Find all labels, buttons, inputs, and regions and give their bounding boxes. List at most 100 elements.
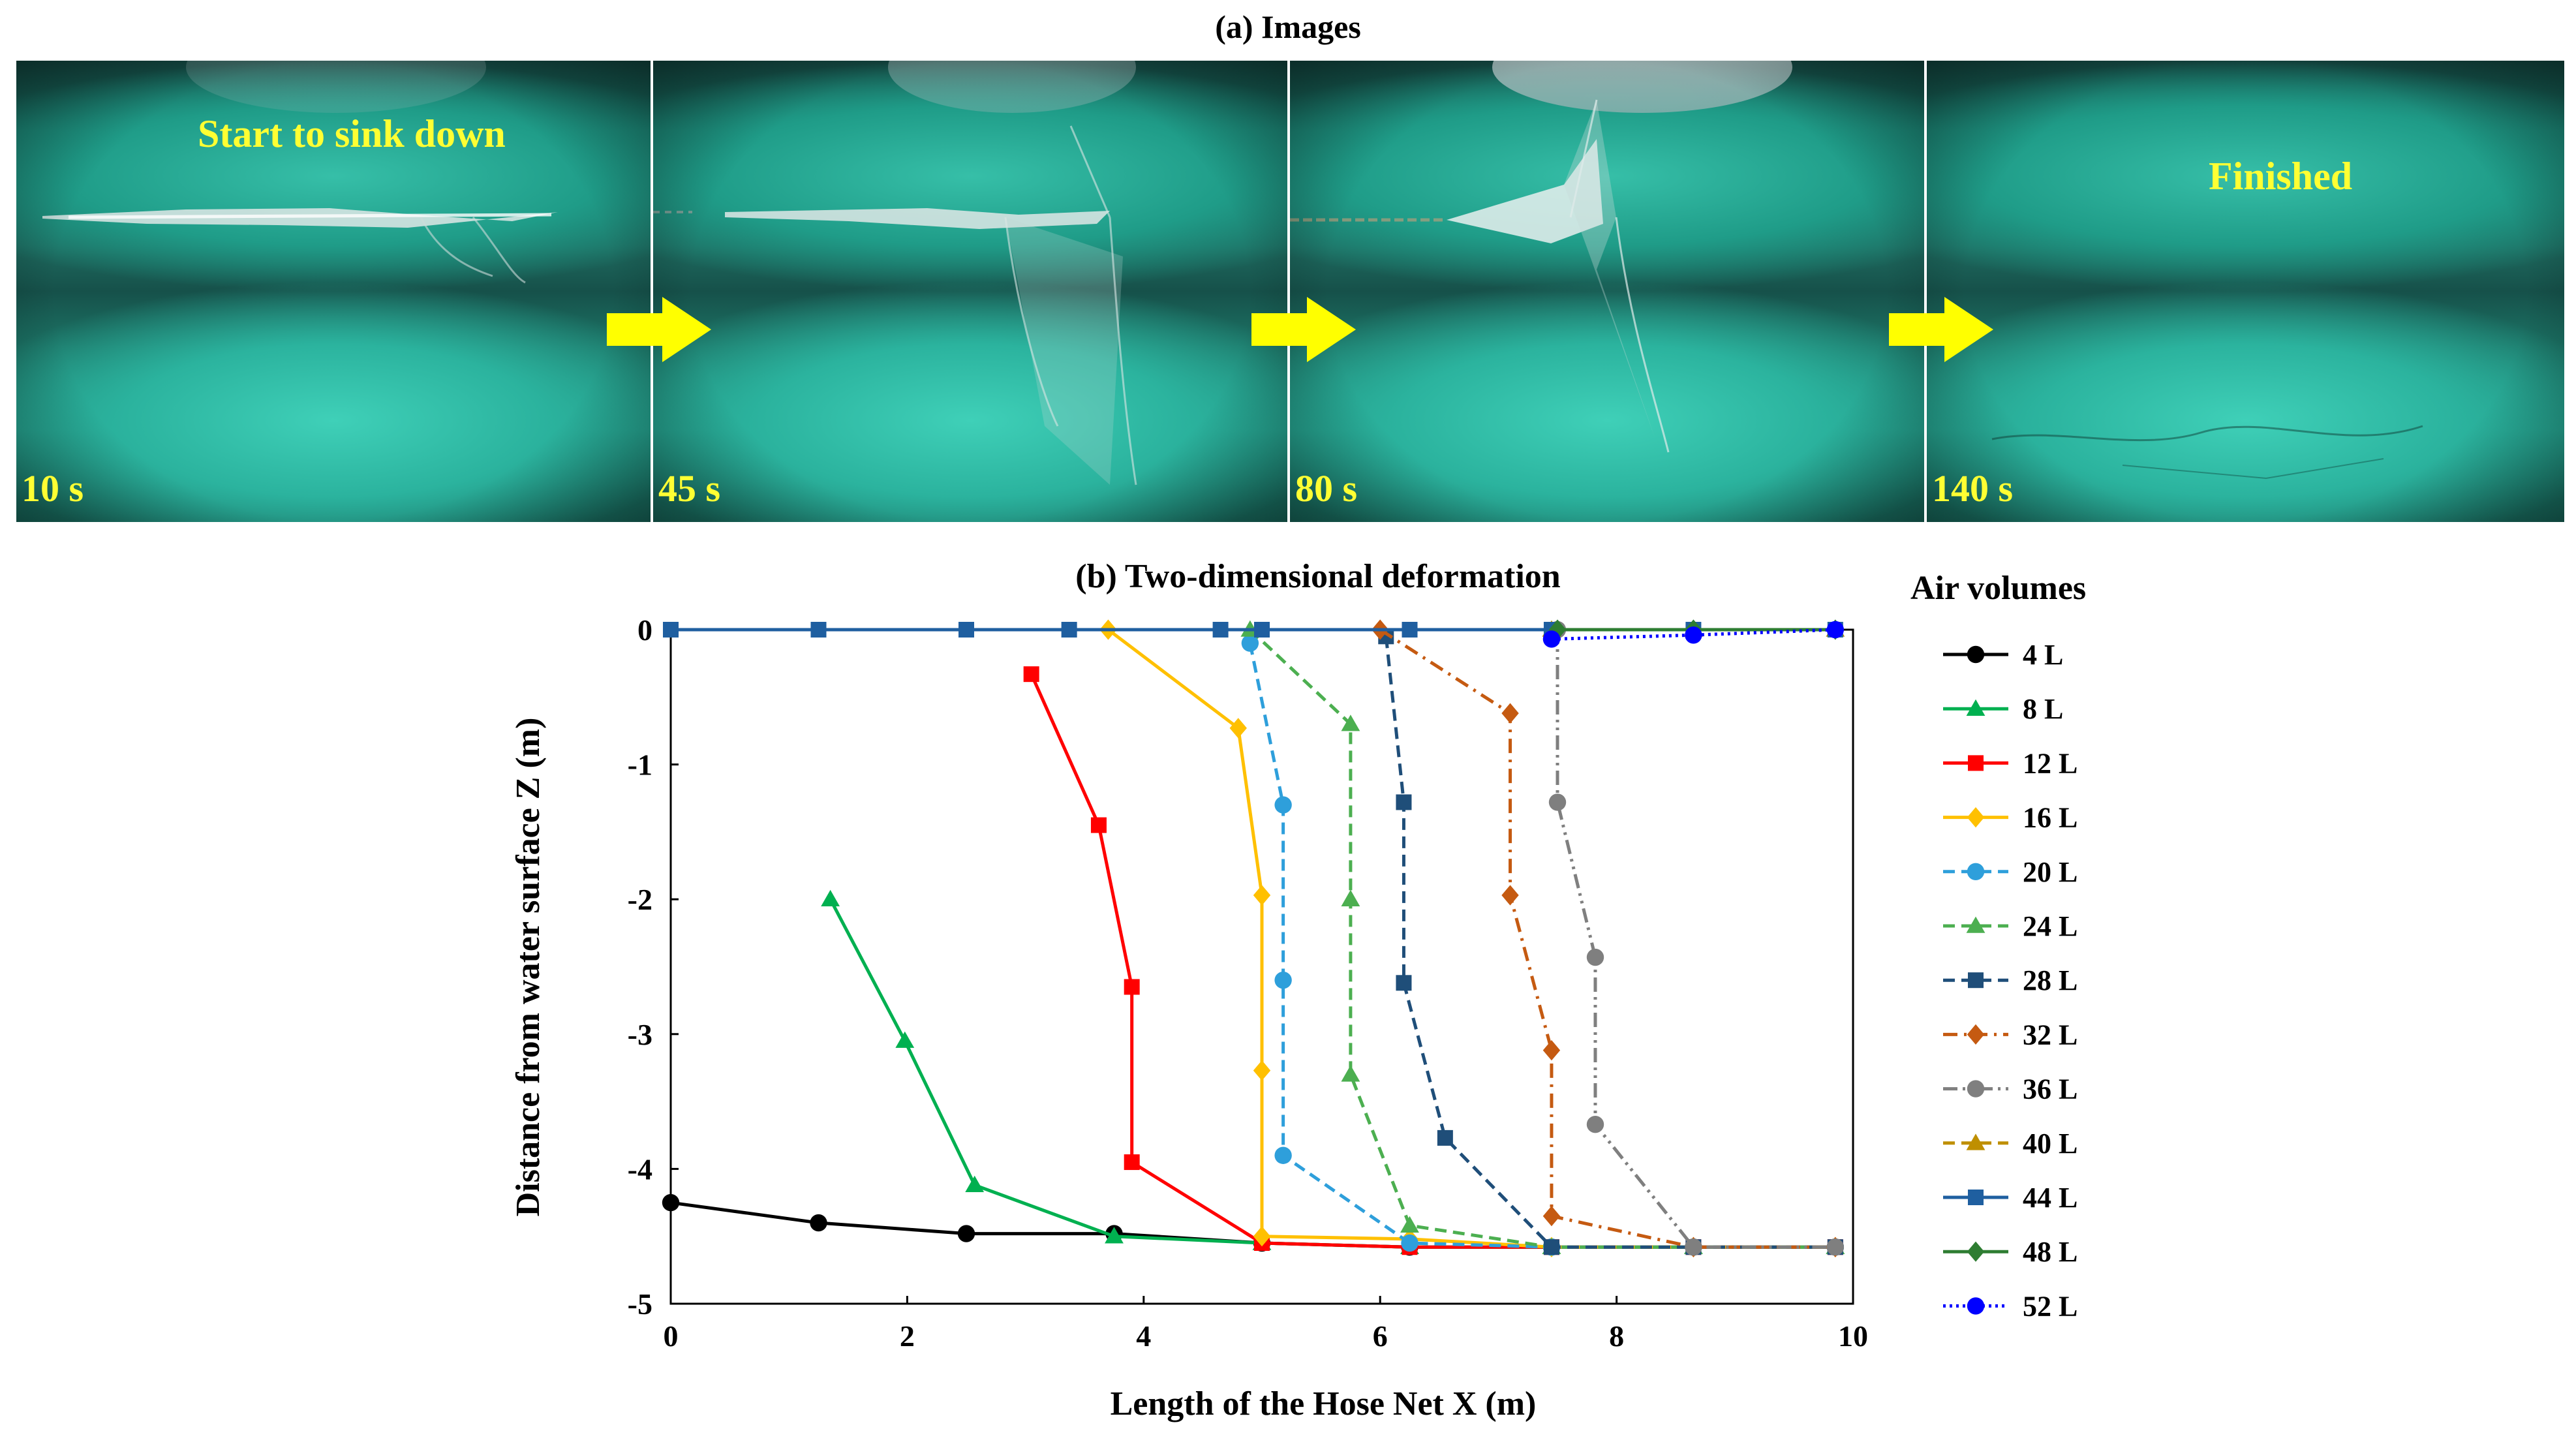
data-point	[1090, 817, 1107, 833]
legend-marker	[1966, 916, 1986, 933]
photo-frame-140s: Finished 140 s	[1927, 61, 2564, 522]
legend-label: 4 L	[2023, 639, 2063, 671]
series-8l	[821, 889, 1845, 1255]
legend-entry: 16 L	[1943, 802, 2078, 834]
legend-marker	[1966, 699, 1986, 716]
data-point	[1586, 1116, 1604, 1133]
data-point	[1274, 1146, 1292, 1164]
series-line	[1379, 628, 1835, 1249]
frame-time-label: 10 s	[22, 467, 84, 510]
data-point	[1105, 1227, 1124, 1244]
next-arrow-icon	[1889, 297, 1993, 362]
legend-marker	[1967, 807, 1985, 828]
y-tick-label: -4	[628, 1152, 652, 1186]
y-tick-label: -1	[628, 748, 652, 782]
data-point	[1229, 718, 1247, 739]
y-tick-label: -5	[628, 1287, 652, 1321]
photo-frame-10s: Start to sink down 10 s	[16, 61, 651, 522]
data-point	[1253, 1060, 1271, 1081]
data-point	[663, 622, 679, 638]
legend-label: 16 L	[2023, 802, 2078, 834]
legend-entry: 20 L	[1943, 856, 2078, 888]
data-point	[1253, 885, 1271, 906]
legend-marker	[1968, 972, 1984, 989]
series-line	[829, 899, 1835, 1249]
data-point	[810, 622, 827, 638]
next-arrow-icon	[1251, 297, 1356, 362]
data-point	[1401, 1234, 1418, 1252]
legend-marker	[1967, 1297, 1985, 1315]
panel-a-title: (a) Images	[1215, 8, 1361, 45]
data-point	[1685, 626, 1702, 644]
legend-label: 40 L	[2023, 1128, 2078, 1160]
data-point	[1241, 634, 1259, 652]
x-axis-label: Length of the Hose Net X (m)	[1111, 1385, 1537, 1422]
data-point	[1396, 975, 1412, 991]
data-point	[1341, 889, 1360, 906]
legend-entry: 4 L	[1943, 639, 2063, 671]
series-line	[1249, 628, 1835, 1249]
series-line	[1107, 628, 1835, 1249]
legend-label: 24 L	[2023, 910, 2078, 942]
legend-entry: 12 L	[1943, 747, 2078, 779]
data-point	[1396, 794, 1412, 810]
legend-entry: 24 L	[1943, 910, 2078, 942]
series-line	[1551, 628, 1835, 641]
series-20l	[1241, 634, 1845, 1256]
series-52l	[1542, 621, 1845, 648]
data-point	[1400, 1216, 1419, 1233]
data-point	[1274, 796, 1292, 814]
x-tick-label: 6	[1373, 1319, 1388, 1353]
data-point	[821, 889, 840, 906]
x-tick-label: 10	[1838, 1319, 1868, 1353]
data-point	[1586, 948, 1604, 966]
y-tick-label: -2	[628, 883, 652, 916]
legend-entry: 32 L	[1943, 1019, 2078, 1051]
y-tick-label: -3	[628, 1018, 652, 1051]
data-point	[1253, 1226, 1271, 1247]
legend-entry: 40 L	[1943, 1128, 2078, 1160]
series-layer	[662, 619, 1845, 1257]
data-point	[1437, 1129, 1453, 1146]
data-point	[1023, 666, 1039, 683]
data-point	[1542, 1039, 1561, 1061]
series-line	[670, 1201, 1835, 1249]
legend-marker	[1968, 1190, 1984, 1205]
data-point	[1542, 630, 1561, 648]
x-tick-label: 2	[900, 1319, 915, 1353]
legend-marker	[1967, 1024, 1985, 1045]
photo-frame-45s: 45 s	[653, 61, 1287, 522]
series-line	[1248, 643, 1835, 1249]
data-point	[1542, 1206, 1561, 1227]
data-point	[1274, 971, 1292, 989]
legend-entry: 28 L	[1943, 964, 2078, 996]
series-line	[1556, 630, 1835, 1249]
next-arrow-icon	[607, 297, 711, 362]
data-point	[1826, 621, 1845, 639]
data-point	[1341, 714, 1360, 731]
photo-frame-80s: 80 s	[1290, 61, 1924, 522]
x-tick-label: 0	[664, 1319, 679, 1353]
data-point	[1548, 619, 1567, 640]
data-point	[1826, 1238, 1845, 1256]
frame-caption: Finished	[2209, 155, 2353, 198]
y-tick-label: 0	[637, 613, 652, 647]
data-point	[1341, 1065, 1360, 1082]
legend-title: Air volumes	[1910, 570, 2087, 607]
legend-marker	[1967, 645, 1985, 664]
data-point	[957, 1225, 975, 1242]
legend-label: 20 L	[2023, 856, 2078, 888]
series-32l	[1372, 619, 1845, 1257]
data-point	[1402, 622, 1418, 638]
data-point	[965, 1175, 985, 1192]
data-point	[1685, 1238, 1702, 1256]
legend-label: 28 L	[2023, 964, 2078, 996]
series-line	[1384, 636, 1835, 1249]
data-point	[1501, 885, 1519, 906]
legend-label: 48 L	[2023, 1236, 2078, 1268]
data-point	[662, 1193, 680, 1212]
data-point	[895, 1031, 915, 1048]
legend-entry: 48 L	[1943, 1236, 2078, 1268]
data-point	[1061, 622, 1077, 638]
